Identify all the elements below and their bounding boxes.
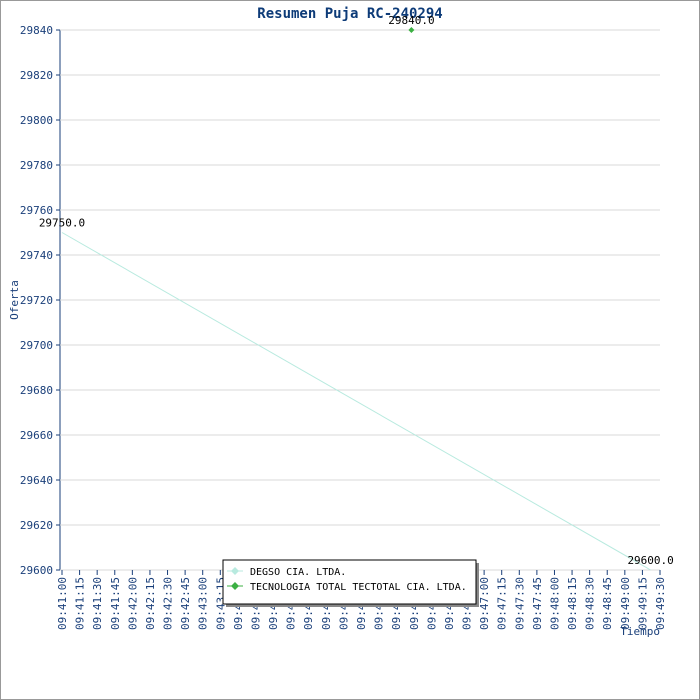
y-tick-label: 29820 xyxy=(20,69,53,82)
x-tick-label: 09:48:45 xyxy=(601,577,614,630)
y-tick-label: 29800 xyxy=(20,114,53,127)
x-tick-label: 09:47:15 xyxy=(496,577,509,630)
chart-title: Resumen Puja RC-240294 xyxy=(257,6,442,22)
legend-marker xyxy=(231,582,239,590)
x-tick-label: 09:42:30 xyxy=(162,577,175,630)
y-tick-label: 29720 xyxy=(20,294,53,307)
y-tick-label: 29760 xyxy=(20,204,53,217)
y-axis-label: Oferta xyxy=(8,280,21,320)
series-line xyxy=(61,232,651,571)
y-tick-label: 29620 xyxy=(20,519,53,532)
x-axis-label: Tiempo xyxy=(620,625,660,638)
y-tick-label: 29600 xyxy=(20,564,53,577)
legend-label: TECNOLOGIA TOTAL TECTOTAL CIA. LTDA. xyxy=(250,582,467,593)
y-tick-label: 29660 xyxy=(20,429,53,442)
x-tick-label: 09:47:30 xyxy=(513,577,526,630)
x-tick-label: 09:41:15 xyxy=(74,577,87,630)
x-tick-label: 09:49:00 xyxy=(619,577,632,630)
x-tick-label: 09:48:00 xyxy=(548,577,561,630)
y-tick-label: 29840 xyxy=(20,24,53,37)
value-label: 29600.0 xyxy=(627,554,673,567)
value-label: 29840.0 xyxy=(388,14,434,27)
x-tick-label: 09:42:45 xyxy=(179,577,192,630)
x-tick-label: 09:48:15 xyxy=(566,577,579,630)
x-tick-label: 09:47:00 xyxy=(478,577,491,630)
x-tick-label: 09:41:45 xyxy=(109,577,122,630)
y-tick-label: 29740 xyxy=(20,249,53,262)
legend xyxy=(222,559,477,605)
legend-label: DEGSO CIA. LTDA. xyxy=(250,567,346,578)
x-tick-label: 09:49:30 xyxy=(654,577,667,630)
x-tick-label: 09:42:00 xyxy=(126,577,139,630)
x-tick-label: 09:47:45 xyxy=(531,577,544,630)
legend-marker xyxy=(231,567,239,575)
x-tick-label: 09:48:30 xyxy=(584,577,597,630)
y-tick-label: 29640 xyxy=(20,474,53,487)
y-tick-label: 29780 xyxy=(20,159,53,172)
series-point xyxy=(408,27,415,33)
value-label: 29750.0 xyxy=(39,217,85,230)
x-tick-label: 09:42:15 xyxy=(144,577,157,630)
y-tick-label: 29680 xyxy=(20,384,53,397)
x-tick-label: 09:41:00 xyxy=(56,577,69,630)
x-tick-label: 09:49:15 xyxy=(636,577,649,630)
y-tick-label: 29700 xyxy=(20,339,53,352)
x-tick-label: 09:41:30 xyxy=(91,577,104,630)
x-tick-label: 09:43:00 xyxy=(197,577,210,630)
